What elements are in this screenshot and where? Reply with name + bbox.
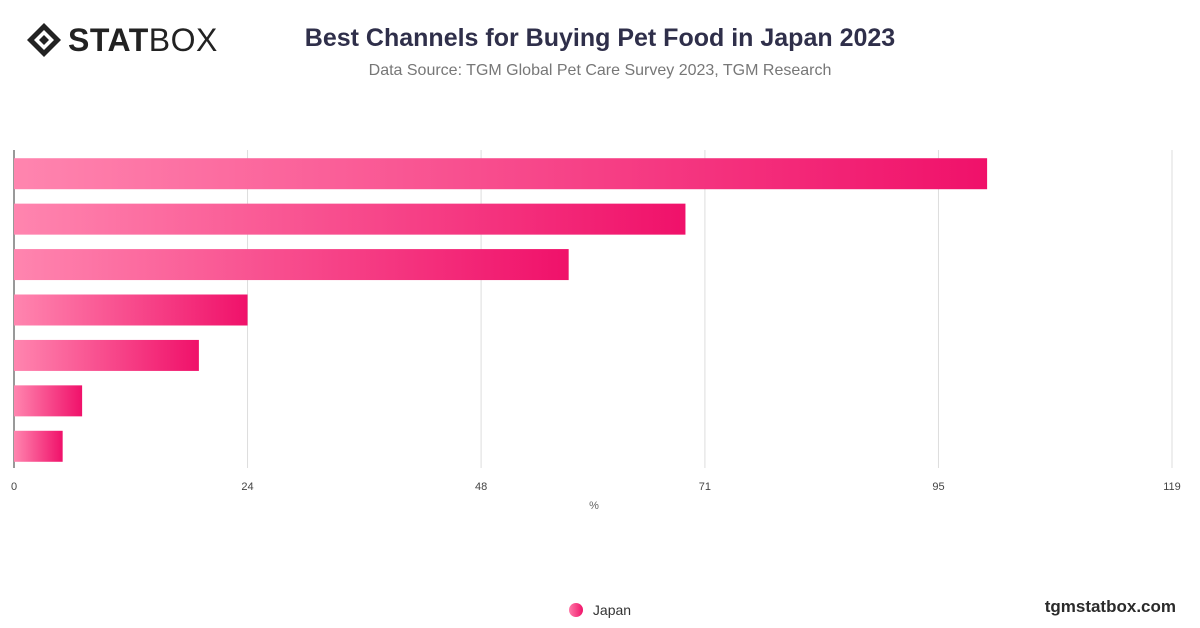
chart-subtitle: Data Source: TGM Global Pet Care Survey … (368, 62, 832, 79)
bar[interactable] (14, 430, 63, 462)
statbox-logo: STATBOX (26, 22, 218, 58)
x-tick-label: 0 (11, 481, 17, 493)
bar[interactable] (14, 249, 569, 281)
x-tick-label: 48 (475, 481, 487, 493)
statbox-diamond-icon (27, 23, 61, 57)
legend-label-japan: Japan (592, 602, 632, 618)
bar[interactable] (14, 339, 199, 371)
bar[interactable] (14, 203, 686, 235)
logo-light-text: BOX (148, 22, 218, 58)
x-tick-label: 71 (699, 481, 711, 493)
x-tick-label: 95 (932, 481, 944, 493)
chart-title: Best Channels for Buying Pet Food in Jap… (304, 24, 896, 52)
logo-bold-text: STAT (68, 22, 149, 58)
x-tick-label: 119 (1163, 481, 1181, 493)
legend[interactable]: Japan (0, 602, 1200, 618)
footer-site: tgmstatbox.com (1044, 597, 1176, 616)
bar[interactable] (14, 385, 83, 417)
legend-swatch-japan (568, 603, 583, 617)
bar[interactable] (14, 294, 248, 326)
bar[interactable] (14, 158, 988, 190)
x-axis-label: % (589, 500, 599, 512)
bar-chart: 0 24 48 71 95 119 % (11, 150, 1181, 512)
logo-text: STATBOX (68, 22, 218, 58)
x-tick-label: 24 (241, 481, 253, 493)
